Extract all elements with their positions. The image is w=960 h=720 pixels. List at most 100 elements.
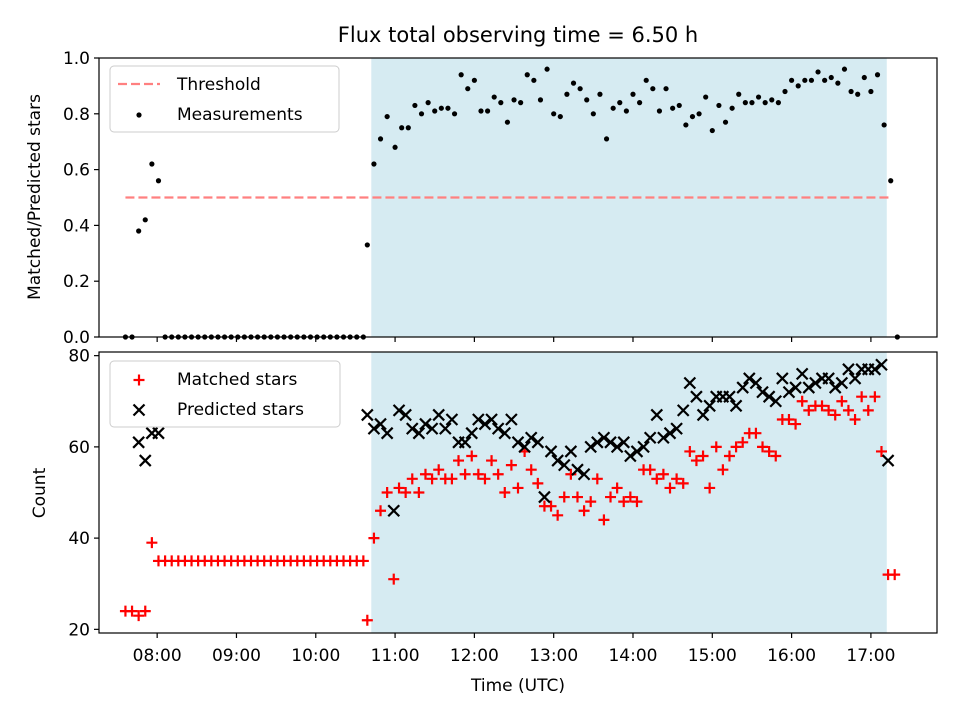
predicted-star-point <box>683 376 697 390</box>
measurement-point <box>755 94 762 100</box>
matched-star-point <box>631 496 643 508</box>
predicted-star-point <box>881 454 895 467</box>
matched-star-point <box>664 482 676 494</box>
y-tick-label: 0.8 <box>63 105 90 125</box>
measurement-point <box>828 74 834 81</box>
predicted-star-point <box>511 436 525 449</box>
matched-star-point <box>413 487 425 498</box>
matched-star-point <box>361 614 373 626</box>
x-tick-label: 17:00 <box>846 646 895 666</box>
measurement-point <box>802 77 808 83</box>
matched-star-point <box>400 487 412 498</box>
predicted-star-point <box>769 394 783 408</box>
measurement-point <box>136 228 142 234</box>
matched-star-point <box>133 610 145 622</box>
predicted-star-point <box>835 376 849 390</box>
matched-star-point <box>862 404 874 416</box>
measurement-point <box>425 100 431 106</box>
predicted-star-point <box>848 372 862 385</box>
y-tick-label: 80 <box>68 347 90 367</box>
predicted-star-point <box>387 504 401 518</box>
predicted-star-point <box>749 376 763 390</box>
measurement-point <box>670 105 676 111</box>
y-tick-label: 60 <box>68 438 90 458</box>
count-y-axis-label: Count <box>30 467 50 518</box>
measurement-point <box>551 111 557 117</box>
predicted-star-point <box>591 436 604 449</box>
predicted-star-point <box>458 436 472 449</box>
legend-measurements-label: Measurements <box>177 105 303 125</box>
matched-star-point <box>472 468 484 480</box>
predicted-star-point <box>604 436 617 449</box>
measurement-point <box>438 105 444 111</box>
measurement-point <box>689 113 696 120</box>
matched-star-point <box>803 404 815 416</box>
predicted-star-point <box>584 440 597 454</box>
matched-star-point <box>446 473 458 485</box>
matched-star-point <box>611 482 623 494</box>
count-y-axis: 20 40 60 80 <box>68 347 99 640</box>
predicted-star-point <box>696 408 710 422</box>
matched-star-point <box>690 455 702 467</box>
matched-star-point <box>730 441 742 453</box>
matched-star-point <box>790 418 802 430</box>
measurement-point <box>412 102 418 109</box>
measurement-point <box>364 242 370 248</box>
matched-star-point <box>381 487 393 498</box>
predicted-star-point <box>571 463 584 476</box>
measurement-point <box>808 77 815 83</box>
measurement-point <box>822 77 828 83</box>
legend-matched-label: Matched stars <box>177 370 297 390</box>
predicted-star-point <box>789 381 802 394</box>
predicted-star-point <box>617 436 631 449</box>
measurement-point <box>498 100 504 106</box>
predicted-star-point <box>630 445 644 458</box>
ratio-measurement-points <box>122 66 900 340</box>
matched-star-point <box>499 487 511 498</box>
matched-star-point <box>849 414 861 426</box>
measurement-point <box>597 91 603 97</box>
measurement-point <box>570 80 577 86</box>
predicted-star-point <box>868 363 882 376</box>
x-tick-label: 09:00 <box>212 646 261 666</box>
measurement-point <box>749 100 755 106</box>
predicted-star-point <box>703 399 716 413</box>
predicted-star-point <box>361 408 374 422</box>
measurement-point <box>511 97 517 103</box>
matched-star-point <box>571 491 583 503</box>
predicted-star-point <box>374 417 387 431</box>
matched-star-point <box>459 468 471 480</box>
measurement-point <box>544 66 550 72</box>
predicted-star-point <box>380 426 394 440</box>
measurement-point <box>630 91 636 97</box>
predicted-star-point <box>551 454 564 467</box>
y-tick-label: 0.0 <box>63 328 90 348</box>
matched-star-point <box>126 605 138 617</box>
measurement-point <box>696 111 702 117</box>
measurement-point <box>377 136 384 142</box>
measurement-point <box>874 72 881 78</box>
measurement-point <box>762 100 768 106</box>
matched-star-point <box>486 455 498 467</box>
predicted-star-point <box>518 440 531 454</box>
predicted-star-point <box>152 426 165 440</box>
ratio-legend: Threshold Measurements <box>109 65 340 133</box>
measurement-point <box>524 72 530 78</box>
matched-star-point <box>644 464 656 476</box>
predicted-star-point <box>472 413 485 426</box>
measurement-point <box>742 100 748 106</box>
measurement-point <box>703 94 709 100</box>
matched-star-point <box>419 468 431 480</box>
measurement-point <box>155 178 162 184</box>
matched-star-point <box>750 427 762 439</box>
predicted-star-point <box>491 422 505 435</box>
matched-star-point <box>704 482 716 494</box>
measurement-point <box>848 88 854 95</box>
y-tick-label: 0.2 <box>63 272 90 292</box>
legend-measurements-swatch <box>136 112 142 118</box>
x-tick-label: 10:00 <box>291 646 340 666</box>
matched-star-point <box>875 445 887 457</box>
measurement-point <box>795 83 801 89</box>
matched-star-point <box>671 473 683 485</box>
